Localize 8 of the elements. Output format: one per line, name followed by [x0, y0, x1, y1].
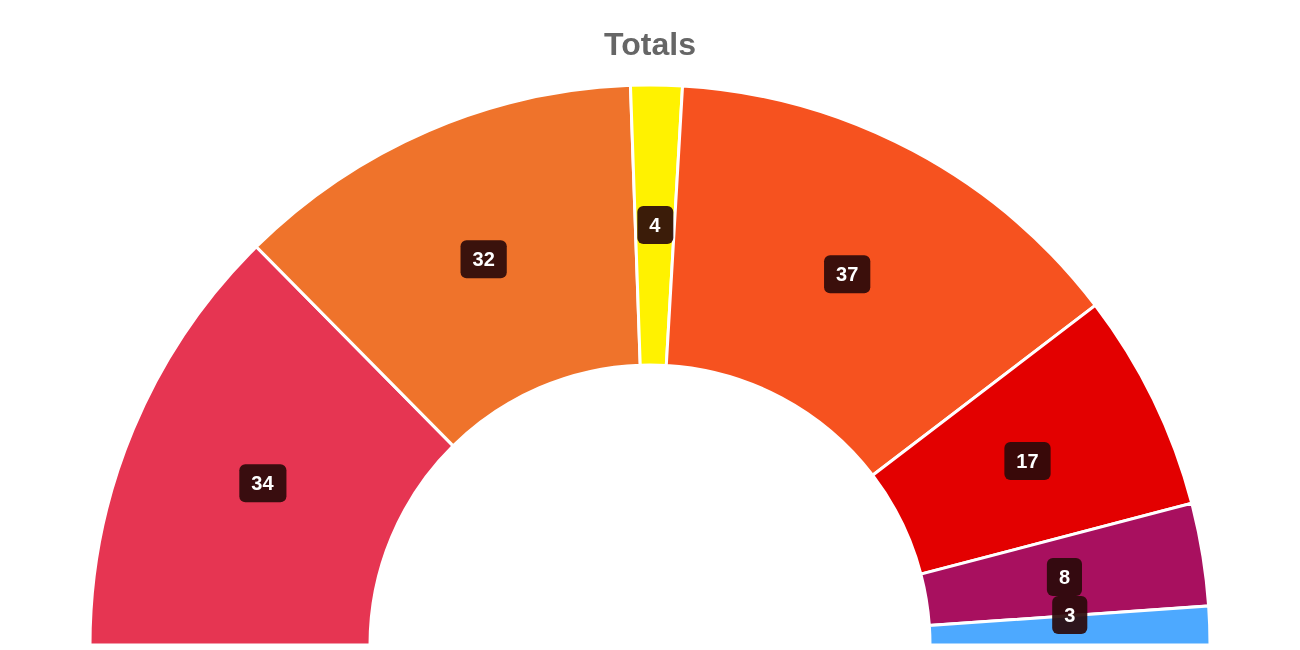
data-label: 8 — [1058, 565, 1070, 588]
data-label: 37 — [836, 263, 859, 286]
chart-title: Totals — [604, 26, 696, 62]
data-label: 3 — [1064, 604, 1076, 626]
data-label: 32 — [472, 248, 495, 271]
data-label: 17 — [1016, 449, 1039, 472]
data-label: 4 — [649, 214, 662, 237]
data-label: 34 — [251, 472, 275, 495]
